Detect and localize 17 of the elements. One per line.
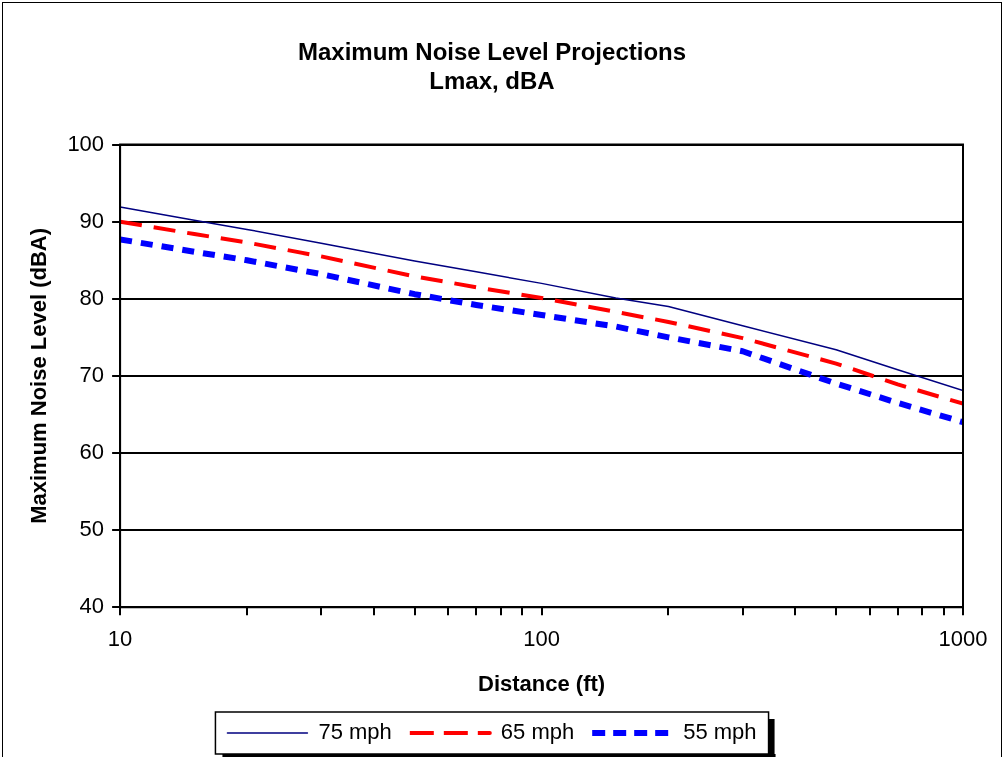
x-tick-label: 1000	[938, 626, 988, 652]
y-tick-label: 80	[79, 284, 105, 310]
y-tick-label: 100	[67, 130, 105, 156]
legend-label: 75 mph	[318, 719, 392, 745]
y-tick-label: 40	[79, 593, 105, 619]
x-tick-label: 10	[107, 626, 133, 652]
x-axis-title: Distance (ft)	[477, 670, 606, 696]
y-tick-label: 90	[79, 207, 105, 233]
y-tick-label: 60	[79, 439, 105, 465]
text: Lmax, dBA	[429, 66, 555, 94]
y-axis-title: Maximum Noise Level (dBA)	[26, 227, 52, 524]
legend-label: 55 mph	[683, 719, 757, 745]
y-tick-label: 70	[79, 361, 105, 387]
y-tick-label: 50	[79, 516, 105, 542]
text: Maximum Noise Level Projections	[297, 38, 687, 66]
legend-label: 65 mph	[500, 719, 575, 745]
x-tick-label: 100	[523, 626, 560, 652]
